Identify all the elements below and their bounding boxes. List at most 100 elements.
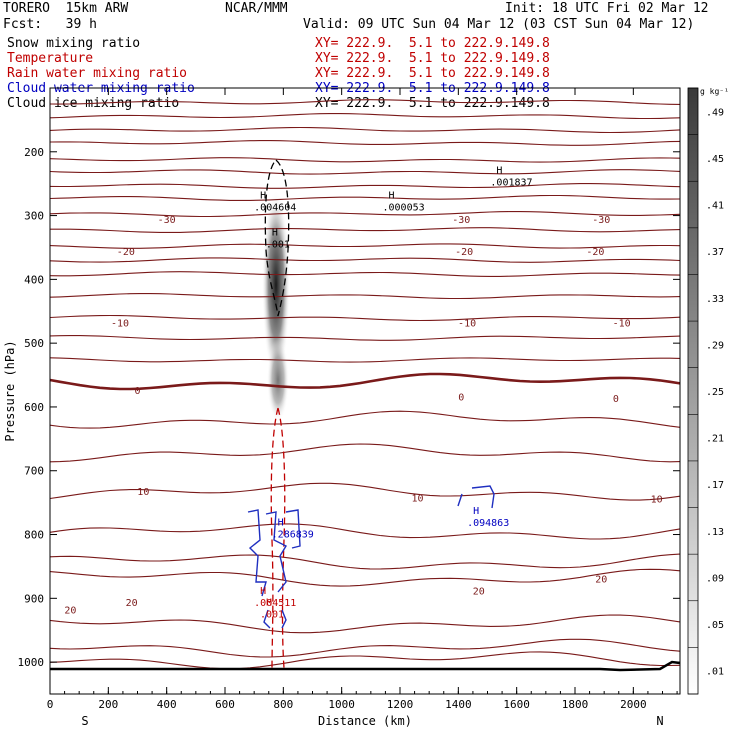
temperature-label: 20 [473,586,485,597]
temperature-label: -20 [117,247,135,258]
init-time: Init: 18 UTC Fri 02 Mar 12 [505,1,709,16]
temperature-label: 20 [595,574,607,585]
x-tick-label: 800 [273,698,293,711]
temperature-contour [49,293,681,300]
valid-time: Valid: 09 UTC Sun 04 Mar 12 (03 CST Sun … [303,17,695,32]
extremum-marker: H [266,597,272,608]
temperature-contour [49,314,681,322]
extremum-marker: H [260,190,266,201]
temperature-contour [49,553,681,570]
x-tick-label: 600 [215,698,235,711]
y-tick-label: 700 [24,465,44,478]
x-tick-label: 0 [47,698,54,711]
colorbar [687,87,699,695]
colorbar-tick-label: .05 [706,620,724,631]
temperature-contour [50,227,681,233]
terrain-line [50,660,681,672]
temperature-label: 0 [134,386,140,397]
org-label: NCAR/MMM [225,1,288,16]
y-tick-label: 300 [24,210,44,223]
temperature-contour [49,357,681,363]
temperature-label: 10 [651,495,663,506]
legend-name-temperature: Temperature [7,51,94,66]
legend-xy-snow: XY= 222.9. 5.1 to 222.9.149.8 [315,36,550,51]
rain-water-contour [270,407,286,669]
x-tick-label: 1400 [445,698,472,711]
y-tick-label: 1000 [18,656,45,669]
colorbar-tick-label: .41 [706,201,724,212]
freezing-level-contour [49,372,681,391]
x-end-label-left: S [81,714,88,728]
y-tick-label: 900 [24,592,44,605]
extremum-marker: H [496,166,502,177]
y-tick-label: 500 [24,337,44,350]
colorbar-tick-label: .17 [706,480,724,491]
y-tick-label: 600 [24,401,44,414]
temperature-contour [49,568,681,587]
snow-shading-lower [267,338,289,422]
colorbar-tick-label: .13 [706,527,724,538]
x-tick-label: 400 [157,698,177,711]
temperature-label: -30 [158,215,176,226]
x-tick-label: 1200 [387,698,414,711]
temperature-label: 20 [64,606,76,617]
colorbar-tick-label: .33 [706,294,724,305]
x-tick-label: 200 [98,698,118,711]
model-title: TORERO 15km ARW [3,1,129,16]
forecast-hour: Fcst: 39 h [3,17,97,32]
y-tick-label: 400 [24,273,44,286]
temperature-contour [49,271,681,277]
colorbar-unit: g kg⁻¹ [700,87,729,96]
temperature-contour [49,157,681,163]
temperature-contour [49,169,681,175]
legend-name-rain: Rain water mixing ratio [7,66,188,81]
temperature-contour [49,183,681,189]
extremum-label: .001 [260,609,284,620]
colorbar-tick-label: .49 [706,107,724,118]
colorbar-tick-label: .21 [706,434,724,445]
plot-frame [49,87,681,695]
temperature-label: 0 [458,393,464,404]
temperature-contour [49,194,681,201]
x-axis-label: Distance (km) [318,714,412,728]
cloud-water-contour [247,509,301,629]
y-tick-label: 200 [24,146,44,159]
extremum-marker: H [278,518,284,529]
extremum-marker: H [389,190,395,201]
colorbar-tick-label: .29 [706,340,724,351]
temperature-label: 0 [613,394,619,405]
temperature-label: -10 [613,319,631,330]
temperature-contour [49,113,681,120]
extremum-label: .001837 [490,178,532,189]
temperature-contour [49,126,681,134]
temperature-contour [49,211,681,218]
temperature-label: -10 [458,319,476,330]
temperature-contour [49,482,681,501]
x-tick-label: 1000 [328,698,355,711]
extremum-label: .000053 [383,202,425,213]
extremum-label: .001 [266,239,290,250]
temperature-contour [49,651,681,670]
extremum-marker: H [260,586,266,597]
colorbar-tick-label: .25 [706,387,724,398]
x-tick-label: 1800 [562,698,589,711]
temperature-label: -20 [586,247,604,258]
legend-name-cloudice: Cloud ice mixing ratio [7,96,180,111]
x-tick-label: 1600 [503,698,530,711]
x-tick-label: 2000 [620,698,647,711]
temperature-contour [49,335,681,341]
temperature-contour [49,614,681,634]
temperature-label: -30 [452,215,470,226]
temperature-label: -10 [111,319,129,330]
y-axis-label: Pressure (hPa) [3,340,17,441]
temperature-label: 10 [137,487,149,498]
temperature-contour [49,257,681,263]
legend-xy-temperature: XY= 222.9. 5.1 to 222.9.149.8 [315,51,550,66]
extremum-label: .094863 [467,518,509,529]
temperature-contour [49,243,681,249]
extremum-label: .286839 [272,530,314,541]
cloud-ice-contour [264,159,290,317]
temperature-contour [49,140,681,146]
legend-xy-rain: XY= 222.9. 5.1 to 222.9.149.8 [315,66,550,81]
